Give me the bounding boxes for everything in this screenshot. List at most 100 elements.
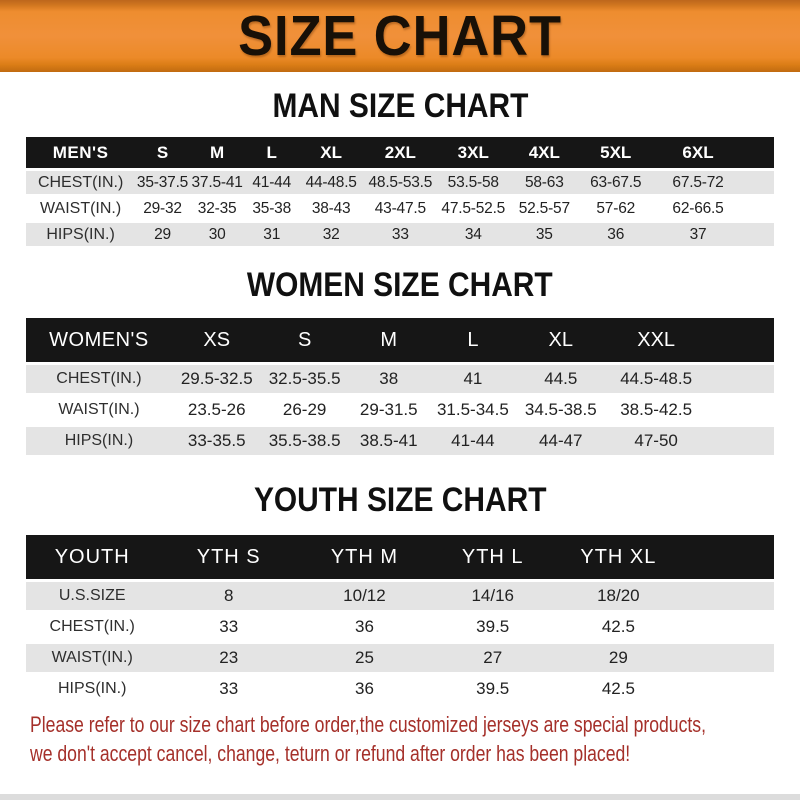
women-group-label: WOMEN'S xyxy=(26,318,172,362)
value-cell: 8 xyxy=(158,582,299,610)
filler-cell xyxy=(744,197,774,220)
value-cell: 29 xyxy=(135,223,190,246)
filler-cell xyxy=(744,171,774,194)
value-cell: 18/20 xyxy=(555,582,682,610)
row-label: WAIST(IN.) xyxy=(26,396,172,424)
value-cell: 42.5 xyxy=(555,675,682,703)
banner-title: SIZE CHART xyxy=(238,4,562,68)
women-waist-row: WAIST(IN.) 23.5-26 26-29 29-31.5 31.5-34… xyxy=(26,396,774,424)
man-section-title: MAN SIZE CHART xyxy=(272,87,528,125)
size-column-header: YTH XL xyxy=(555,535,682,579)
youth-ussize-row: U.S.SIZE 8 10/12 14/16 18/20 xyxy=(26,582,774,610)
youth-hips-row: HIPS(IN.) 33 36 39.5 42.5 xyxy=(26,675,774,703)
value-cell: 34 xyxy=(437,223,510,246)
value-cell: 41-44 xyxy=(429,427,516,455)
size-column-header: YTH S xyxy=(158,535,299,579)
value-cell: 38-43 xyxy=(299,197,364,220)
value-cell: 34.5-38.5 xyxy=(515,396,606,424)
value-cell: 48.5-53.5 xyxy=(363,171,438,194)
value-cell: 41-44 xyxy=(244,171,299,194)
filler-cell xyxy=(706,318,774,362)
value-cell: 23.5-26 xyxy=(171,396,262,424)
value-cell: 36 xyxy=(299,613,430,641)
men-hips-row: HIPS(IN.) 29 30 31 32 33 34 35 36 37 xyxy=(26,223,774,246)
filler-cell xyxy=(706,396,774,424)
value-cell: 35 xyxy=(509,223,580,246)
row-label: WAIST(IN.) xyxy=(26,644,159,672)
man-section-heading: MAN SIZE CHART xyxy=(0,88,800,124)
men-size-table: MEN'S S M L XL 2XL 3XL 4XL 5XL 6XL CHEST… xyxy=(26,134,774,249)
filler-cell xyxy=(681,535,774,579)
filler-cell xyxy=(706,365,774,393)
value-cell: 33 xyxy=(363,223,438,246)
filler-cell xyxy=(744,223,774,246)
value-cell: 43-47.5 xyxy=(363,197,438,220)
row-label: HIPS(IN.) xyxy=(26,223,136,246)
size-column-header: XL xyxy=(515,318,606,362)
size-column-header: L xyxy=(429,318,516,362)
value-cell: 35-37.5 xyxy=(135,171,190,194)
youth-section-heading: YOUTH SIZE CHART xyxy=(0,482,800,518)
size-column-header: 6XL xyxy=(652,137,744,168)
value-cell: 35.5-38.5 xyxy=(261,427,348,455)
youth-group-label: YOUTH xyxy=(26,535,159,579)
youth-size-table: YOUTH YTH S YTH M YTH L YTH XL U.S.SIZE … xyxy=(26,532,774,706)
value-cell: 32.5-35.5 xyxy=(261,365,348,393)
women-section-title: WOMEN SIZE CHART xyxy=(247,266,553,304)
row-label: CHEST(IN.) xyxy=(26,365,172,393)
women-section-heading: WOMEN SIZE CHART xyxy=(0,267,800,303)
men-waist-row: WAIST(IN.) 29-32 32-35 35-38 38-43 43-47… xyxy=(26,197,774,220)
value-cell: 14/16 xyxy=(429,582,556,610)
row-label: HIPS(IN.) xyxy=(26,427,172,455)
youth-waist-row: WAIST(IN.) 23 25 27 29 xyxy=(26,644,774,672)
size-column-header: M xyxy=(347,318,430,362)
size-column-header: YTH M xyxy=(299,535,430,579)
footer-disclaimer: Please refer to our size chart before or… xyxy=(0,710,800,768)
value-cell: 10/12 xyxy=(299,582,430,610)
row-label: CHEST(IN.) xyxy=(26,171,136,194)
value-cell: 63-67.5 xyxy=(579,171,652,194)
men-group-label: MEN'S xyxy=(26,137,136,168)
size-column-header: YTH L xyxy=(429,535,556,579)
value-cell: 58-63 xyxy=(509,171,580,194)
size-column-header: XL xyxy=(299,137,364,168)
size-column-header: L xyxy=(244,137,299,168)
value-cell: 57-62 xyxy=(579,197,652,220)
filler-cell xyxy=(706,427,774,455)
value-cell: 31.5-34.5 xyxy=(429,396,516,424)
value-cell: 47-50 xyxy=(605,427,707,455)
size-column-header: XXL xyxy=(605,318,707,362)
size-column-header: S xyxy=(261,318,348,362)
value-cell: 29-32 xyxy=(135,197,190,220)
value-cell: 27 xyxy=(429,644,556,672)
value-cell: 44.5 xyxy=(515,365,606,393)
size-column-header: 3XL xyxy=(437,137,510,168)
value-cell: 33 xyxy=(158,675,299,703)
value-cell: 29-31.5 xyxy=(347,396,430,424)
filler-cell xyxy=(681,613,774,641)
youth-chest-row: CHEST(IN.) 33 36 39.5 42.5 xyxy=(26,613,774,641)
women-size-table: WOMEN'S XS S M L XL XXL CHEST(IN.) 29.5-… xyxy=(26,315,774,458)
size-column-header: 2XL xyxy=(363,137,438,168)
value-cell: 44.5-48.5 xyxy=(605,365,707,393)
filler-cell xyxy=(744,137,774,168)
women-hips-row: HIPS(IN.) 33-35.5 35.5-38.5 38.5-41 41-4… xyxy=(26,427,774,455)
value-cell: 23 xyxy=(158,644,299,672)
value-cell: 38.5-41 xyxy=(347,427,430,455)
value-cell: 39.5 xyxy=(429,613,556,641)
size-column-header: 4XL xyxy=(509,137,580,168)
value-cell: 32 xyxy=(299,223,364,246)
value-cell: 42.5 xyxy=(555,613,682,641)
value-cell: 52.5-57 xyxy=(509,197,580,220)
value-cell: 31 xyxy=(244,223,299,246)
value-cell: 36 xyxy=(299,675,430,703)
value-cell: 26-29 xyxy=(261,396,348,424)
value-cell: 33-35.5 xyxy=(171,427,262,455)
row-label: WAIST(IN.) xyxy=(26,197,136,220)
women-chest-row: CHEST(IN.) 29.5-32.5 32.5-35.5 38 41 44.… xyxy=(26,365,774,393)
footer-line-2: we don't accept cancel, change, teturn o… xyxy=(30,741,631,766)
value-cell: 36 xyxy=(579,223,652,246)
value-cell: 29.5-32.5 xyxy=(171,365,262,393)
men-chest-row: CHEST(IN.) 35-37.5 37.5-41 41-44 44-48.5… xyxy=(26,171,774,194)
value-cell: 33 xyxy=(158,613,299,641)
